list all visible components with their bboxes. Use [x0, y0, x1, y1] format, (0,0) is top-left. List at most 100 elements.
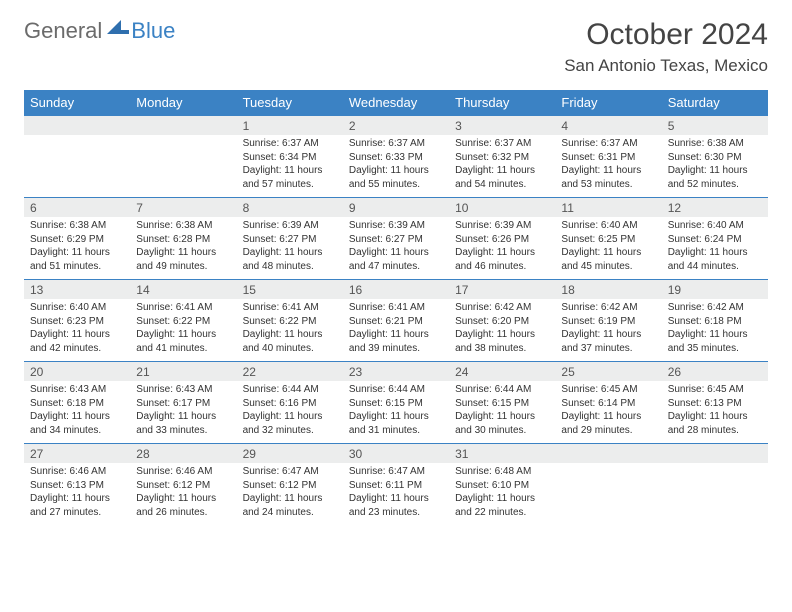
day-number-cell: 5 [662, 116, 768, 136]
sunset-line: Sunset: 6:29 PM [30, 233, 124, 247]
daylight-line: Daylight: 11 hours and 44 minutes. [668, 246, 762, 273]
day-cell: Sunrise: 6:37 AMSunset: 6:34 PMDaylight:… [237, 135, 343, 198]
day-body: Sunrise: 6:46 AMSunset: 6:13 PMDaylight:… [24, 463, 130, 525]
day-body: Sunrise: 6:39 AMSunset: 6:27 PMDaylight:… [343, 217, 449, 279]
day-number-cell: 20 [24, 362, 130, 382]
sunrise-line: Sunrise: 6:42 AM [561, 301, 655, 315]
day-body: Sunrise: 6:37 AMSunset: 6:31 PMDaylight:… [555, 135, 661, 197]
sunset-line: Sunset: 6:13 PM [668, 397, 762, 411]
day-number-cell: 24 [449, 362, 555, 382]
logo: General Blue [24, 18, 175, 44]
day-cell: Sunrise: 6:40 AMSunset: 6:24 PMDaylight:… [662, 217, 768, 280]
day-number-cell: 17 [449, 280, 555, 300]
sunrise-line: Sunrise: 6:44 AM [349, 383, 443, 397]
day-number: 18 [555, 280, 661, 299]
day-body: Sunrise: 6:40 AMSunset: 6:23 PMDaylight:… [24, 299, 130, 361]
daylight-line: Daylight: 11 hours and 42 minutes. [30, 328, 124, 355]
day-number: 22 [237, 362, 343, 381]
day-cell: Sunrise: 6:41 AMSunset: 6:22 PMDaylight:… [237, 299, 343, 362]
week-row: Sunrise: 6:46 AMSunset: 6:13 PMDaylight:… [24, 463, 768, 525]
day-body: Sunrise: 6:47 AMSunset: 6:11 PMDaylight:… [343, 463, 449, 525]
sunset-line: Sunset: 6:27 PM [243, 233, 337, 247]
day-body: Sunrise: 6:37 AMSunset: 6:34 PMDaylight:… [237, 135, 343, 197]
daylight-line: Daylight: 11 hours and 29 minutes. [561, 410, 655, 437]
daynum-row: 12345 [24, 116, 768, 136]
daynum-row: 20212223242526 [24, 362, 768, 382]
day-cell: Sunrise: 6:37 AMSunset: 6:33 PMDaylight:… [343, 135, 449, 198]
daylight-line: Daylight: 11 hours and 54 minutes. [455, 164, 549, 191]
sunrise-line: Sunrise: 6:42 AM [455, 301, 549, 315]
day-number: 6 [24, 198, 130, 217]
day-cell: Sunrise: 6:37 AMSunset: 6:31 PMDaylight:… [555, 135, 661, 198]
location: San Antonio Texas, Mexico [564, 56, 768, 76]
daylight-line: Daylight: 11 hours and 26 minutes. [136, 492, 230, 519]
logo-text-general: General [24, 18, 102, 44]
day-number: 1 [237, 116, 343, 135]
day-number-cell: 2 [343, 116, 449, 136]
sunset-line: Sunset: 6:22 PM [136, 315, 230, 329]
sunrise-line: Sunrise: 6:38 AM [30, 219, 124, 233]
weekday-header: Monday [130, 90, 236, 116]
day-cell: Sunrise: 6:42 AMSunset: 6:19 PMDaylight:… [555, 299, 661, 362]
day-number-cell: 23 [343, 362, 449, 382]
sunset-line: Sunset: 6:20 PM [455, 315, 549, 329]
day-number-cell [130, 116, 236, 136]
sunset-line: Sunset: 6:34 PM [243, 151, 337, 165]
day-body: Sunrise: 6:43 AMSunset: 6:18 PMDaylight:… [24, 381, 130, 443]
day-number: 20 [24, 362, 130, 381]
day-number: 21 [130, 362, 236, 381]
header: General Blue October 2024 San Antonio Te… [24, 18, 768, 76]
day-cell [662, 463, 768, 525]
day-number: 16 [343, 280, 449, 299]
daylight-line: Daylight: 11 hours and 48 minutes. [243, 246, 337, 273]
day-number: 10 [449, 198, 555, 217]
day-number: 27 [24, 444, 130, 463]
day-number-cell: 8 [237, 198, 343, 218]
daylight-line: Daylight: 11 hours and 41 minutes. [136, 328, 230, 355]
day-cell: Sunrise: 6:47 AMSunset: 6:12 PMDaylight:… [237, 463, 343, 525]
day-number: 17 [449, 280, 555, 299]
week-row: Sunrise: 6:37 AMSunset: 6:34 PMDaylight:… [24, 135, 768, 198]
sunrise-line: Sunrise: 6:43 AM [30, 383, 124, 397]
day-body: Sunrise: 6:44 AMSunset: 6:15 PMDaylight:… [343, 381, 449, 443]
day-cell: Sunrise: 6:38 AMSunset: 6:28 PMDaylight:… [130, 217, 236, 280]
sunset-line: Sunset: 6:11 PM [349, 479, 443, 493]
daylight-line: Daylight: 11 hours and 52 minutes. [668, 164, 762, 191]
day-number: 15 [237, 280, 343, 299]
weekday-header-row: SundayMondayTuesdayWednesdayThursdayFrid… [24, 90, 768, 116]
sunrise-line: Sunrise: 6:41 AM [136, 301, 230, 315]
day-body: Sunrise: 6:41 AMSunset: 6:22 PMDaylight:… [237, 299, 343, 361]
day-number-cell: 30 [343, 444, 449, 464]
sunrise-line: Sunrise: 6:39 AM [455, 219, 549, 233]
day-body: Sunrise: 6:38 AMSunset: 6:29 PMDaylight:… [24, 217, 130, 279]
daylight-line: Daylight: 11 hours and 27 minutes. [30, 492, 124, 519]
day-number-cell: 25 [555, 362, 661, 382]
sunrise-line: Sunrise: 6:47 AM [243, 465, 337, 479]
day-body: Sunrise: 6:44 AMSunset: 6:16 PMDaylight:… [237, 381, 343, 443]
day-number [24, 116, 130, 135]
day-number-cell: 13 [24, 280, 130, 300]
day-body: Sunrise: 6:37 AMSunset: 6:33 PMDaylight:… [343, 135, 449, 197]
day-number: 2 [343, 116, 449, 135]
day-body: Sunrise: 6:40 AMSunset: 6:24 PMDaylight:… [662, 217, 768, 279]
sunset-line: Sunset: 6:12 PM [136, 479, 230, 493]
daylight-line: Daylight: 11 hours and 49 minutes. [136, 246, 230, 273]
daynum-row: 6789101112 [24, 198, 768, 218]
day-number: 23 [343, 362, 449, 381]
sunrise-line: Sunrise: 6:47 AM [349, 465, 443, 479]
day-number-cell: 6 [24, 198, 130, 218]
day-cell: Sunrise: 6:41 AMSunset: 6:22 PMDaylight:… [130, 299, 236, 362]
day-cell: Sunrise: 6:43 AMSunset: 6:17 PMDaylight:… [130, 381, 236, 444]
day-number: 9 [343, 198, 449, 217]
day-body: Sunrise: 6:41 AMSunset: 6:22 PMDaylight:… [130, 299, 236, 361]
weekday-header: Thursday [449, 90, 555, 116]
daylight-line: Daylight: 11 hours and 23 minutes. [349, 492, 443, 519]
sunset-line: Sunset: 6:12 PM [243, 479, 337, 493]
daylight-line: Daylight: 11 hours and 22 minutes. [455, 492, 549, 519]
day-number-cell: 18 [555, 280, 661, 300]
day-cell: Sunrise: 6:38 AMSunset: 6:30 PMDaylight:… [662, 135, 768, 198]
daynum-row: 2728293031 [24, 444, 768, 464]
day-number: 31 [449, 444, 555, 463]
daylight-line: Daylight: 11 hours and 57 minutes. [243, 164, 337, 191]
sunset-line: Sunset: 6:32 PM [455, 151, 549, 165]
